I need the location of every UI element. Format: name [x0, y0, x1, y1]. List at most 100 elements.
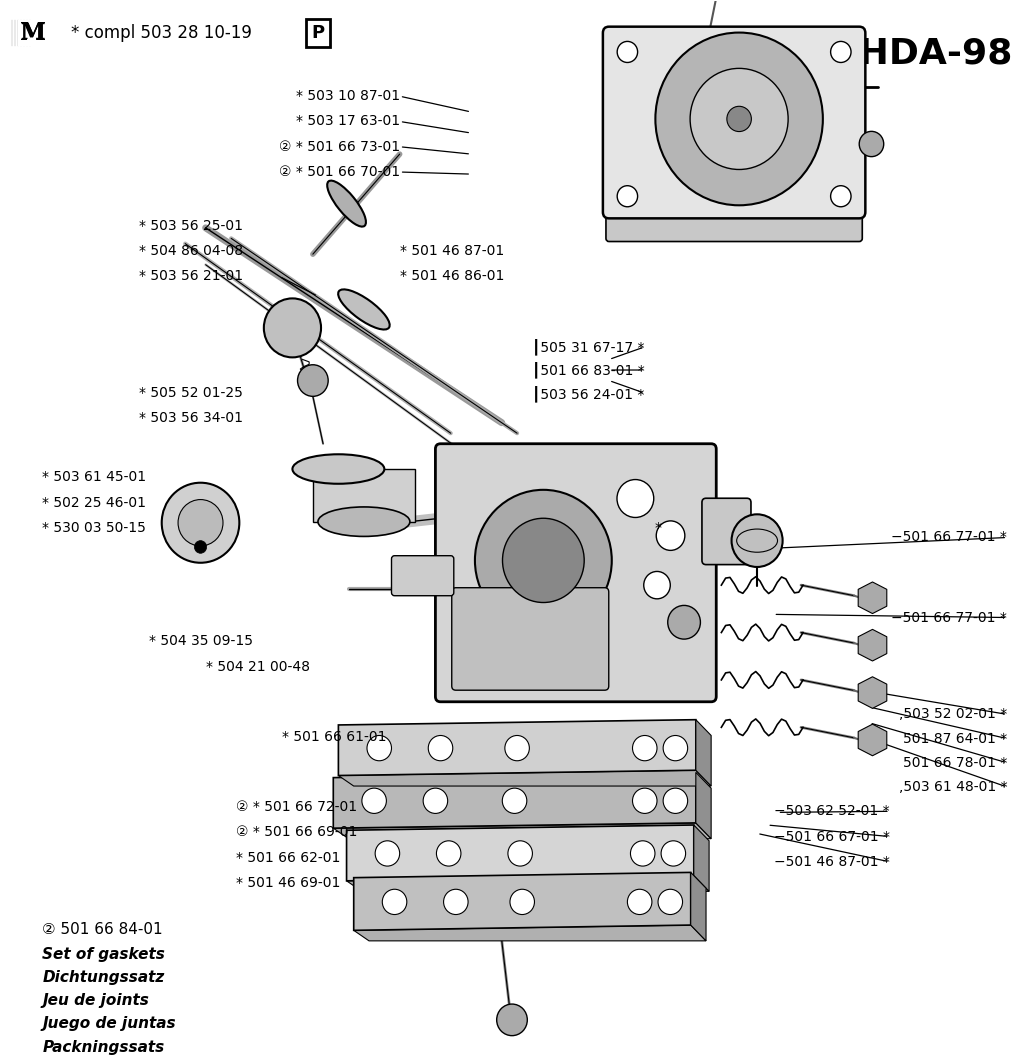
FancyBboxPatch shape [603, 26, 865, 219]
Polygon shape [333, 772, 696, 828]
Circle shape [367, 735, 391, 760]
Bar [313, 469, 415, 522]
Circle shape [436, 841, 461, 866]
Circle shape [508, 841, 532, 866]
Polygon shape [333, 823, 711, 838]
Text: P: P [311, 24, 325, 42]
Circle shape [655, 33, 823, 205]
Circle shape [503, 518, 585, 603]
Circle shape [505, 735, 529, 760]
Circle shape [628, 889, 652, 914]
Text: * 505 52 01-25: * 505 52 01-25 [139, 386, 243, 400]
Circle shape [658, 889, 683, 914]
Text: ┃501 66 83-01 *: ┃501 66 83-01 * [532, 362, 645, 378]
Text: * 503 10 87-01: * 503 10 87-01 [296, 89, 399, 103]
Text: *: * [655, 521, 662, 535]
Text: Walbro HDA-98: Walbro HDA-98 [702, 36, 1013, 70]
Ellipse shape [328, 181, 366, 227]
Text: Jeu de joints: Jeu de joints [42, 994, 150, 1008]
Polygon shape [353, 925, 706, 941]
Circle shape [830, 186, 851, 207]
Circle shape [443, 889, 468, 914]
Circle shape [375, 841, 399, 866]
FancyBboxPatch shape [452, 588, 608, 691]
Text: −501 66 77-01 *: −501 66 77-01 * [892, 530, 1008, 545]
Ellipse shape [293, 454, 384, 484]
Text: −501 66 77-01 *: −501 66 77-01 * [892, 610, 1008, 624]
Polygon shape [346, 825, 694, 881]
Polygon shape [338, 770, 711, 786]
Text: ┃503 56 24-01 *: ┃503 56 24-01 * [532, 384, 645, 401]
Polygon shape [858, 582, 887, 614]
Circle shape [264, 299, 322, 357]
Text: 501 87 64-01 *: 501 87 64-01 * [903, 732, 1008, 746]
Ellipse shape [338, 289, 390, 329]
Circle shape [859, 131, 884, 156]
Polygon shape [353, 872, 691, 930]
Polygon shape [346, 875, 709, 891]
Text: ② * 501 66 72-01: ② * 501 66 72-01 [237, 800, 357, 814]
FancyBboxPatch shape [701, 498, 751, 565]
FancyBboxPatch shape [435, 444, 716, 702]
Text: * 503 56 25-01: * 503 56 25-01 [139, 219, 244, 232]
Circle shape [727, 107, 752, 132]
FancyBboxPatch shape [606, 214, 862, 242]
Text: ② * 501 66 69-01: ② * 501 66 69-01 [237, 826, 357, 840]
Polygon shape [858, 724, 887, 756]
Polygon shape [858, 677, 887, 709]
Text: −503 62 52-01 *: −503 62 52-01 * [774, 805, 890, 818]
Text: * 501 46 86-01: * 501 46 86-01 [399, 269, 504, 283]
Circle shape [195, 541, 207, 553]
Text: 501 66 78-01 *: 501 66 78-01 * [903, 756, 1008, 770]
Polygon shape [696, 720, 711, 786]
Text: ② * 501 66 73-01: ② * 501 66 73-01 [279, 139, 399, 154]
Polygon shape [696, 772, 711, 838]
Circle shape [428, 735, 453, 760]
Circle shape [633, 788, 657, 813]
Circle shape [298, 364, 328, 396]
Text: −501 66 67-01 *: −501 66 67-01 * [774, 830, 890, 844]
Text: * 504 86 04-08: * 504 86 04-08 [139, 244, 244, 258]
Text: Set of gaskets: Set of gaskets [42, 947, 165, 962]
Text: ,503 61 48-01 *: ,503 61 48-01 * [899, 780, 1008, 794]
Circle shape [668, 605, 700, 639]
Circle shape [664, 788, 688, 813]
Circle shape [731, 514, 782, 567]
Circle shape [662, 841, 686, 866]
Text: Packningssats: Packningssats [42, 1039, 165, 1055]
Circle shape [178, 499, 223, 546]
Text: Juego de juntas: Juego de juntas [42, 1017, 176, 1032]
Circle shape [497, 1004, 527, 1036]
Text: * 503 17 63-01: * 503 17 63-01 [296, 114, 399, 129]
Circle shape [162, 483, 240, 563]
Polygon shape [691, 872, 706, 941]
Text: * 503 56 34-01: * 503 56 34-01 [139, 412, 244, 426]
Circle shape [644, 571, 671, 599]
Text: * 501 46 87-01: * 501 46 87-01 [399, 244, 504, 258]
Text: * 504 35 09-15: * 504 35 09-15 [150, 634, 254, 647]
Polygon shape [858, 629, 887, 661]
Text: ② * 501 66 70-01: ② * 501 66 70-01 [279, 165, 399, 180]
Circle shape [361, 788, 386, 813]
Circle shape [503, 788, 526, 813]
Text: −501 46 87-01 *: −501 46 87-01 * [774, 855, 890, 869]
Circle shape [617, 186, 638, 207]
Circle shape [382, 889, 407, 914]
Circle shape [423, 788, 447, 813]
Text: M: M [19, 22, 44, 44]
Text: * 503 61 45-01: * 503 61 45-01 [42, 470, 146, 485]
Circle shape [830, 41, 851, 62]
Text: * 501 66 62-01: * 501 66 62-01 [237, 851, 341, 865]
Circle shape [631, 841, 655, 866]
Text: ,503 52 02-01 *: ,503 52 02-01 * [899, 708, 1008, 721]
Circle shape [633, 735, 657, 760]
Text: ┃505 31 67-17 *: ┃505 31 67-17 * [532, 339, 645, 355]
FancyBboxPatch shape [391, 555, 454, 596]
Text: M: M [19, 21, 46, 45]
Circle shape [617, 479, 653, 517]
Text: ② 501 66 84-01: ② 501 66 84-01 [42, 922, 163, 937]
Text: Dichtungssatz: Dichtungssatz [42, 970, 165, 985]
Polygon shape [694, 825, 709, 891]
Circle shape [475, 490, 611, 630]
Circle shape [510, 889, 535, 914]
